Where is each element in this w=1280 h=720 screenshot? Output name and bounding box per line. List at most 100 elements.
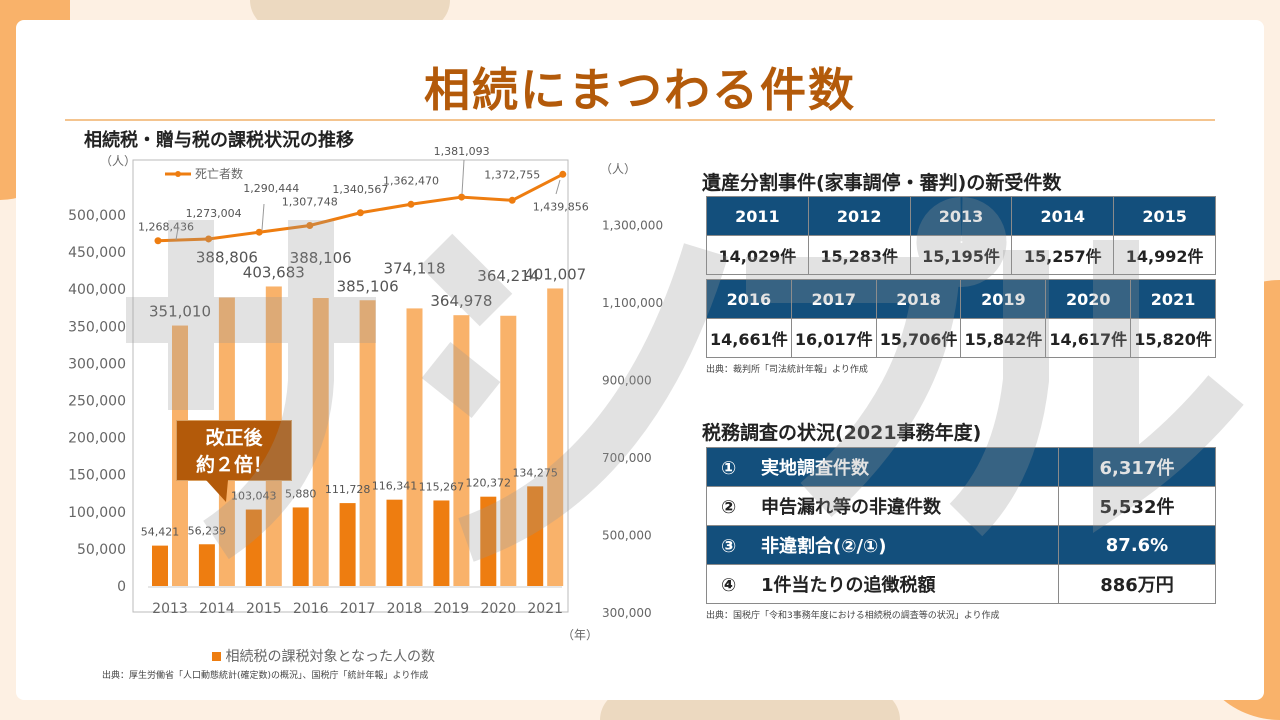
chart: 0 50,000 100,000 150,000 200,000 250,000 300,0… [68, 145, 663, 620]
death-point [154, 237, 162, 245]
bar-label: 111,728 [325, 483, 371, 496]
bar-label: 134,275 [512, 466, 558, 479]
year-header: 2013 [909, 196, 1013, 236]
audit-value: 5,532件 [1058, 486, 1216, 526]
bar-label: 54,421 [141, 526, 180, 539]
line-label: 1,340,567 [332, 183, 388, 196]
case-count: 14,661件 [706, 318, 792, 358]
left-axis-tick: 400,000 [68, 282, 126, 298]
page-title: 相続にまつわる件数 [424, 63, 856, 117]
line-label: 1,268,436 [138, 221, 194, 234]
bar-label: 401,007 [524, 265, 586, 283]
right-axis-unit: （人） [600, 162, 637, 176]
callout-line: 改正後 [205, 427, 263, 449]
bar-label: 116,341 [372, 480, 418, 493]
x-axis-tick: 2021 [527, 601, 563, 617]
bar-taxable-persons [433, 500, 450, 586]
bar-taxable-persons [386, 499, 403, 586]
audit-value: 6,317件 [1058, 447, 1216, 487]
case-count: 15,842件 [960, 318, 1047, 358]
audit-number: ④ [721, 575, 737, 596]
chart-source: 出典：厚生労働省「人口動態統計(確定数)の概況」、国税庁「統計年報」より作成 [102, 671, 429, 681]
year-header: 2018 [875, 279, 962, 319]
case-count: 15,283件 [807, 235, 911, 275]
audit-row: ① 実地調査件数 6,317件 [706, 447, 1216, 487]
year-header: 2012 [807, 196, 911, 236]
audit-number: ① [721, 458, 737, 479]
audit-number: ③ [721, 536, 737, 557]
division-table-1: 2011 2012 2013 2014 2015 14,029件 15,283件 15,195… [706, 196, 1216, 275]
left-axis-tick: 0 [117, 579, 126, 595]
left-axis-tick: 200,000 [68, 431, 126, 447]
year-header: 2020 [1045, 279, 1132, 319]
legend-marker [175, 171, 181, 177]
right-axis-tick: 500,000 [602, 529, 652, 543]
year-header: 2019 [960, 279, 1047, 319]
bar-taxable-persons [339, 503, 356, 586]
audit-source: 出典：国税庁「令和3事務年度における相続税の調査等の状況」より作成 [706, 611, 1000, 621]
bar-legend: 相続税の課税対象となった人の数 [212, 646, 435, 666]
x-axis-tick: 2016 [293, 601, 329, 617]
slide-card: 相続にまつわる件数 相続税・贈与税の課税状況の推移 （人） （人） （年） 0 5… [16, 20, 1264, 700]
division-source: 出典：裁判所「司法統計年報」より作成 [706, 365, 868, 375]
line-label: 1,381,093 [434, 145, 490, 158]
bar-label: 364,214 [477, 267, 539, 285]
death-point [255, 228, 263, 236]
x-axis-tick: 2015 [246, 601, 282, 617]
bar-label: 115,267 [419, 480, 465, 493]
year-header: 2017 [790, 279, 877, 319]
leader-line [555, 179, 561, 195]
case-count: 15,820件 [1130, 318, 1216, 358]
line-label: 1,439,856 [533, 200, 589, 213]
year-header: 2021 [1130, 279, 1216, 319]
line-label: 1,273,004 [186, 207, 242, 220]
left-axis-tick: 50,000 [77, 542, 126, 558]
bar-taxable-total [453, 315, 470, 586]
bar-label: 374,118 [383, 259, 445, 277]
audit-row: ③ 非違割合(②/①) 87.6% [706, 525, 1216, 565]
left-axis-tick: 350,000 [68, 319, 126, 335]
x-axis-tick: 2019 [434, 601, 470, 617]
bar-taxable-persons [527, 486, 544, 586]
death-point [205, 235, 213, 243]
leader-line [461, 159, 465, 195]
audit-title: 税務調査の状況(2021事務年度) [702, 422, 982, 444]
audit-label-cell: ① 実地調査件数 [706, 447, 1059, 487]
case-count: 15,706件 [875, 318, 962, 358]
leader-line [261, 203, 265, 231]
right-axis-tick: 700,000 [602, 451, 652, 465]
death-point [458, 193, 466, 201]
division-table-2: 2016 2017 2018 2019 2020 2021 14,661件 16,017件 15… [706, 279, 1216, 358]
left-axis-tick: 300,000 [68, 356, 126, 372]
audit-label: 1件当たりの追徴税額 [761, 575, 936, 596]
x-axis-tick: 2017 [340, 601, 376, 617]
x-axis-tick: 2013 [152, 601, 188, 617]
x-axis-tick: 2020 [480, 601, 516, 617]
line-label: 1,362,470 [383, 174, 439, 187]
x-axis-unit: （年） [562, 628, 599, 642]
x-axis-tick: 2018 [387, 601, 423, 617]
bar-label: 103,043 [231, 490, 277, 503]
audit-label: 非違割合(②/①) [761, 536, 887, 557]
audit-row: ② 申告漏れ等の非違件数 5,532件 [706, 486, 1216, 526]
bar-label: 364,978 [430, 292, 492, 310]
audit-label: 実地調査件数 [761, 458, 869, 479]
chart-title: 相続税・贈与税の課税状況の推移 [84, 130, 354, 151]
bar-taxable-persons [480, 496, 497, 586]
left-axis-tick: 150,000 [68, 468, 126, 484]
year-header: 2011 [706, 196, 809, 236]
case-count: 14,029件 [706, 235, 809, 275]
bar-label: 56,239 [188, 524, 227, 537]
legend-swatch [212, 652, 221, 661]
audit-value: 87.6% [1058, 525, 1216, 565]
callout-tail [206, 480, 228, 502]
left-axis-tick: 500,000 [68, 208, 126, 224]
line-label: 1,307,748 [282, 195, 338, 208]
bar-taxable-total [547, 288, 564, 586]
audit-label: 申告漏れ等の非違件数 [761, 497, 941, 518]
bar-taxable-persons [292, 507, 309, 586]
left-axis-tick: 250,000 [68, 394, 126, 410]
bar-taxable-total [312, 298, 329, 586]
year-header: 2015 [1113, 196, 1216, 236]
bar-taxable-persons [152, 545, 168, 586]
